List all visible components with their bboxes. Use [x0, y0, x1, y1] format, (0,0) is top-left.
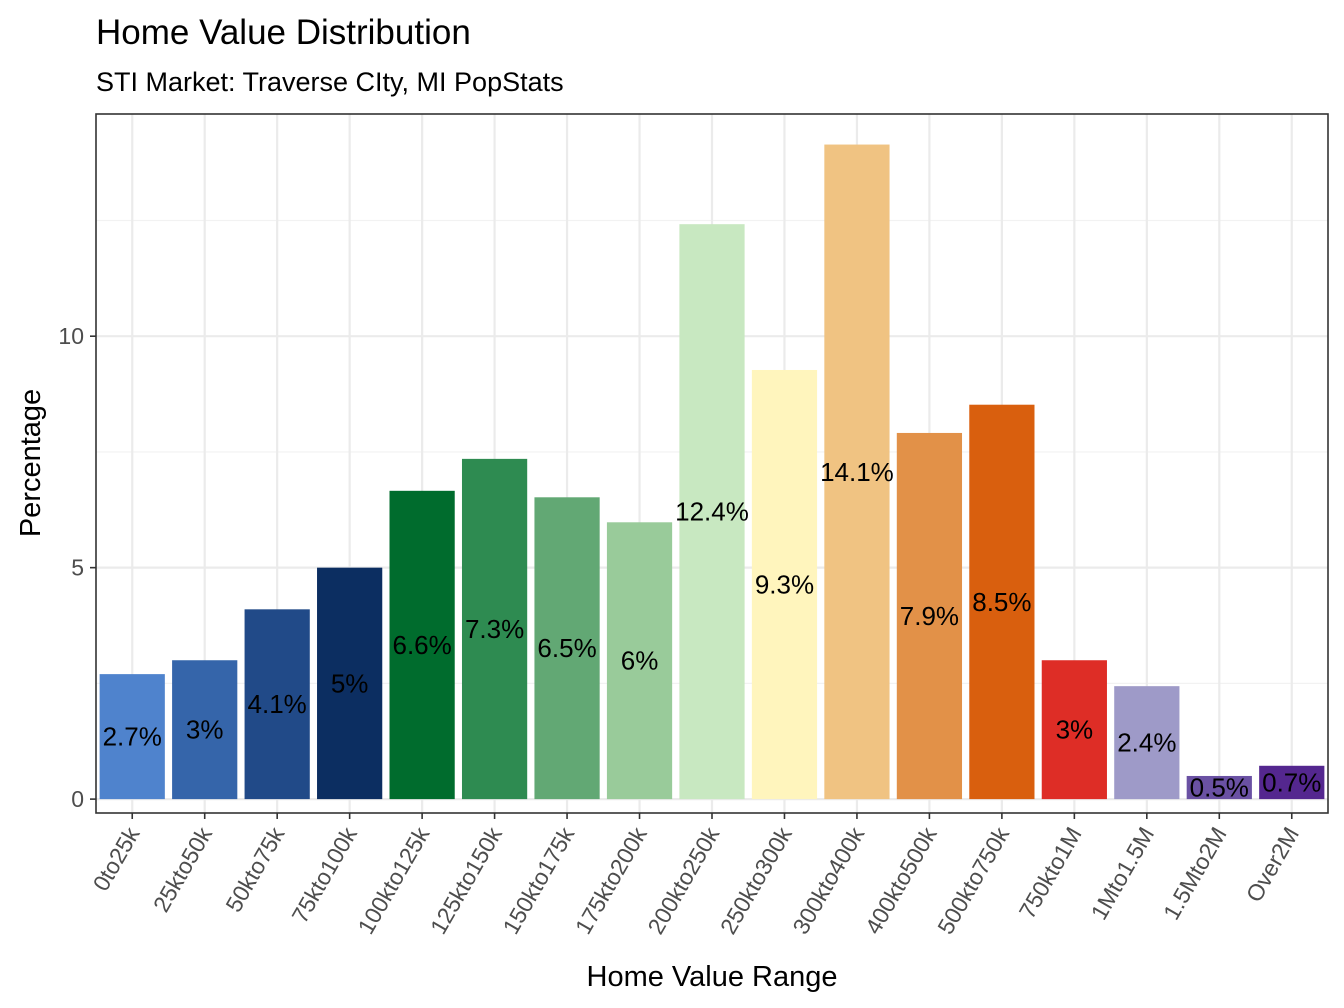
x-tick-label: 300kto400k — [787, 822, 869, 938]
bar-250kto300k — [751, 369, 818, 800]
x-tick-label: 75kto100k — [286, 822, 362, 927]
data-label-25kto50k: 3% — [186, 715, 224, 745]
bar-175kto200k — [606, 522, 673, 800]
data-labels: 2.7% 3% 4.1% 5% 6.6% 7.3% 6.5% 6% 12.4% 9.3% 14.1%… — [103, 457, 1322, 803]
bar-0to25k — [99, 674, 165, 800]
bars — [99, 144, 1325, 800]
bar-125kto150k — [461, 458, 528, 800]
x-tick-label: 125kto150k — [425, 822, 507, 938]
x-tick-label: 200kto250k — [642, 822, 724, 938]
data-label-50kto75k: 4.1% — [248, 689, 307, 719]
x-tick-label: 150kto175k — [497, 822, 579, 938]
x-tick-label: 50kto75k — [220, 822, 289, 916]
x-tick-label: 400kto500k — [860, 822, 942, 938]
y-tick-label: 0 — [71, 786, 84, 812]
bar-1.5Mto2M — [1186, 775, 1252, 800]
y-axis-title: Percentage — [15, 389, 47, 537]
data-label-Over2M: 0.7% — [1262, 767, 1321, 797]
y-tick-label: 10 — [58, 323, 84, 349]
data-label-300kto400k: 14.1% — [820, 457, 894, 487]
bar-750kto1M — [1041, 660, 1107, 800]
x-tick-label: 500kto750k — [932, 822, 1014, 938]
data-label-125kto150k: 7.3% — [465, 614, 524, 644]
x-tick-label: 0to25k — [88, 822, 145, 895]
data-label-75kto100k: 5% — [331, 668, 369, 698]
data-label-0to25k: 2.7% — [103, 722, 162, 752]
x-tick-label: 250kto300k — [715, 822, 797, 938]
bar-500kto750k — [969, 404, 1035, 800]
chart-title: Home Value Distribution — [96, 13, 471, 52]
x-tick-label: 175kto200k — [570, 822, 652, 938]
data-label-100kto125k: 6.6% — [392, 630, 451, 660]
data-label-250kto300k: 9.3% — [755, 570, 814, 600]
y-tick-label: 5 — [71, 555, 84, 581]
bar-Over2M — [1259, 765, 1325, 800]
x-tick-label: 100kto125k — [352, 822, 434, 938]
x-tick-label: Over2M — [1241, 823, 1304, 907]
data-label-500kto750k: 8.5% — [972, 587, 1031, 617]
bar-75kto100k — [317, 567, 383, 800]
data-label-1Mto1.5M: 2.4% — [1117, 728, 1176, 758]
x-axis-title: Home Value Range — [587, 961, 838, 993]
bar-150kto175k — [534, 497, 600, 800]
bar-25kto50k — [172, 660, 238, 800]
x-tick-label: 25kto50k — [148, 822, 217, 916]
data-label-1.5Mto2M: 0.5% — [1190, 773, 1249, 803]
bar-100kto125k — [389, 490, 455, 800]
data-label-175kto200k: 6% — [621, 646, 659, 676]
data-label-150kto175k: 6.5% — [537, 633, 596, 663]
bar-1Mto1.5M — [1114, 686, 1180, 800]
bar-200kto250k — [679, 224, 745, 800]
x-tick-label: 1Mto1.5M — [1086, 823, 1160, 925]
data-label-750kto1M: 3% — [1056, 715, 1094, 745]
x-tick-label: 1.5Mto2M — [1158, 823, 1232, 925]
data-label-200kto250k: 12.4% — [675, 497, 749, 527]
bar-300kto400k — [824, 144, 890, 800]
data-label-400kto500k: 7.9% — [900, 601, 959, 631]
chart-subtitle: STI Market: Traverse CIty, MI PopStats — [96, 67, 564, 97]
x-tick-label: 750kto1M — [1014, 823, 1087, 923]
bar-50kto75k — [244, 609, 310, 800]
bar-400kto500k — [896, 432, 963, 800]
